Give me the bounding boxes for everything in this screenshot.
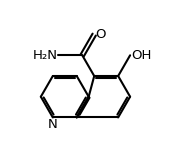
- Text: O: O: [95, 28, 106, 41]
- Text: OH: OH: [131, 49, 152, 62]
- Text: N: N: [48, 118, 58, 132]
- Text: H₂N: H₂N: [32, 49, 57, 62]
